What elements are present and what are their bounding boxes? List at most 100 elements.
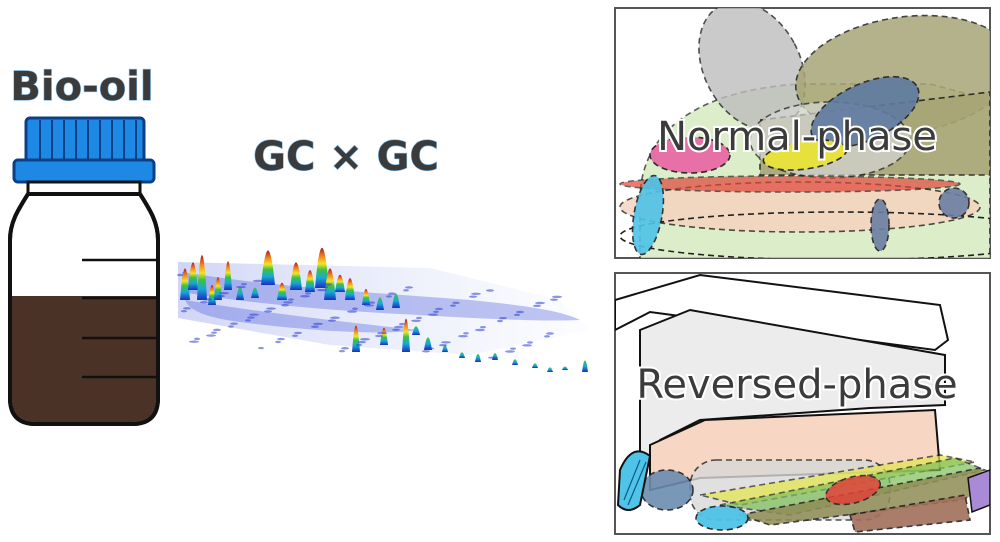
chromatogram-peak [214, 277, 222, 300]
chromatogram-speck [411, 319, 421, 322]
chromatogram-speck [535, 301, 545, 305]
chromatogram-peak [335, 274, 345, 292]
chromatogram-speck [505, 350, 515, 353]
chromatogram-speck [264, 310, 272, 313]
chromatogram-speck [488, 356, 498, 359]
chromatogram-speck [228, 325, 234, 328]
chromatogram-speck [292, 334, 298, 337]
reversed-phase-title: Reversed-phase [636, 362, 957, 408]
chromatogram-speck [352, 307, 358, 310]
chromatogram-peak [251, 287, 259, 298]
chromatogram-speck [258, 346, 264, 350]
chromatogram-peak [197, 255, 207, 300]
chromatogram-speck [422, 350, 430, 353]
chromatogram-peak [459, 352, 465, 358]
chromatogram-speck [288, 298, 294, 301]
chromatogram-speck [283, 301, 293, 304]
chromatogram-speck [305, 292, 311, 295]
reversed-phase-panel: Reversed-phase [614, 272, 991, 535]
chromatogram-speck [550, 298, 558, 301]
chromatogram-speck [364, 304, 374, 307]
rp-region-outline-top [615, 273, 950, 352]
rp-region-purple [967, 469, 990, 514]
chromatogram-speck [219, 292, 229, 295]
chromatogram-speck [206, 334, 216, 337]
chromatogram-speck [510, 347, 516, 350]
region-slate-small [870, 198, 890, 252]
chromatogram-speck [202, 298, 212, 301]
chromatogram-speck [356, 343, 362, 347]
chromatogram-speck [471, 292, 481, 295]
chromatogram-speck [313, 322, 323, 326]
chromatogram-speck [546, 332, 554, 335]
chromatogram-speck [544, 335, 550, 338]
chromatogram-speck [177, 273, 183, 277]
chromatogram-speck [236, 285, 246, 289]
chromatogram-speck [399, 322, 405, 326]
chromatogram-peak [277, 282, 287, 300]
chromatogram-peak [392, 293, 400, 308]
bio-oil-bottle [8, 116, 160, 426]
chromatogram-speck [266, 307, 276, 310]
chromatogram-speck [281, 304, 289, 307]
chromatogram-speck [181, 310, 187, 313]
chromatogram-speck [486, 289, 494, 292]
chromatogram-speck [341, 347, 349, 350]
chromatogram-peak [305, 270, 315, 292]
chromatogram-speck [527, 341, 533, 344]
chromatogram-speck [253, 279, 263, 283]
chromatogram-speck [369, 301, 375, 304]
chromatogram-speck [386, 295, 392, 298]
chromatogram-peak [188, 262, 198, 290]
chromatogram-peak [562, 366, 568, 370]
rp-region-cyan-bottom [695, 505, 749, 531]
chromatogram-speck [213, 328, 221, 332]
chromatogram-speck [522, 344, 532, 347]
chromatogram-peak [261, 250, 275, 285]
chromatogram-speck [439, 343, 447, 347]
chromatogram-speck [435, 307, 443, 311]
chromatogram-speck [450, 304, 456, 307]
chromatogram-peak [442, 345, 448, 352]
chromatogram-speck [249, 313, 259, 316]
chromatogram-speck [497, 319, 503, 323]
chromatogram-peak [424, 337, 432, 350]
region-outer-dash [619, 211, 990, 258]
chromatogram-peak [475, 353, 481, 362]
chromatogram-speck [463, 332, 469, 335]
chromatogram-speck [388, 292, 396, 295]
chromatogram-speck [300, 295, 310, 298]
chromatogram-speck [194, 337, 200, 341]
rp-region-slate [640, 469, 694, 511]
region-cyan [631, 174, 665, 256]
chromatogram-speck [424, 347, 434, 350]
chromatogram-peak [582, 360, 588, 372]
chromatogram-peak [532, 363, 538, 368]
chromatogram-speck [324, 283, 332, 286]
chromatogram-speck [211, 331, 217, 334]
chromatogram-speck [416, 316, 422, 320]
rp-region-brown [848, 494, 971, 533]
chromatogram-speck [339, 349, 345, 353]
chromatogram-speck [241, 283, 247, 286]
region-red [619, 175, 961, 193]
bio-oil-liquid [12, 296, 156, 422]
region-blue [810, 75, 920, 149]
chromatogram-speck [514, 313, 520, 317]
chromatogram-speck [403, 289, 409, 292]
chromatogram-peak [512, 359, 518, 365]
chromatogram-speck [275, 340, 281, 344]
chromatogram-speck [552, 295, 562, 299]
chromatogram-speck [480, 325, 486, 329]
chromatogram-speck [189, 340, 199, 343]
rp-region-red [824, 474, 882, 506]
chromatogram-speck [452, 301, 460, 304]
chromatogram-speck [277, 337, 285, 341]
chromatogram-speck [347, 310, 357, 313]
chromatogram-speck [200, 301, 208, 304]
chromatogram-speck [377, 331, 387, 335]
chromatogram-speck [469, 295, 477, 298]
chromatogram-peak [412, 326, 420, 335]
chromatogram-speck [428, 313, 438, 316]
chromatogram-speck [183, 307, 191, 310]
